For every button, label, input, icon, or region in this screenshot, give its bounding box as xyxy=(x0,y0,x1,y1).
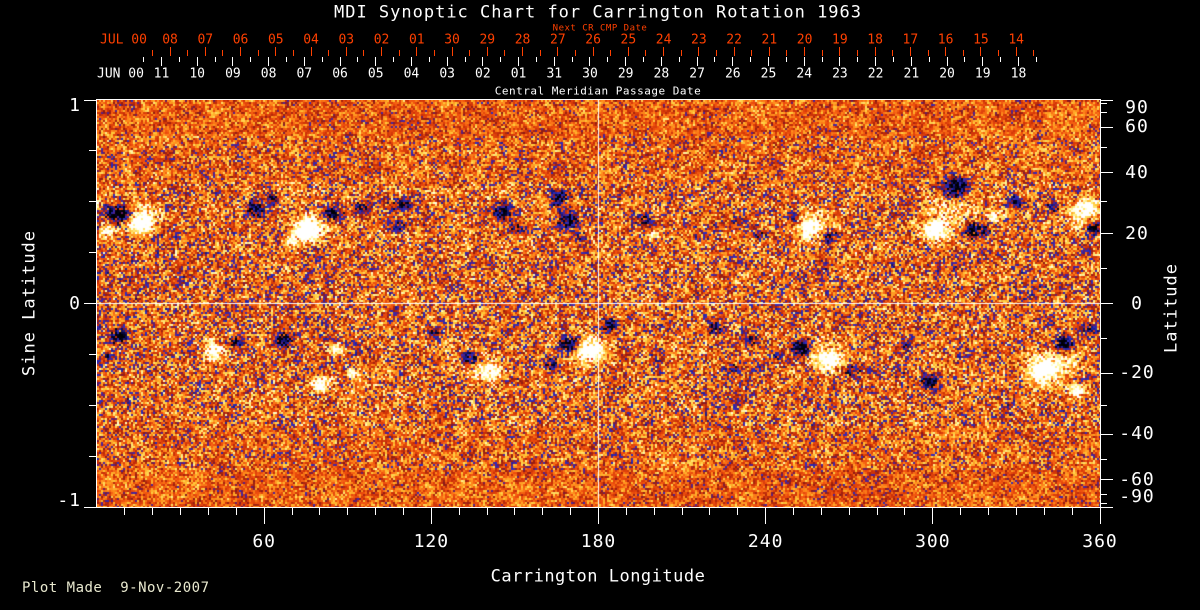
cmp-date-label: 03 xyxy=(439,66,455,82)
cmp-date-label: 07 xyxy=(296,66,313,82)
next-cr-date-label: 27 xyxy=(550,32,566,48)
next-cr-date-label: 19 xyxy=(832,32,848,48)
next-cr-date-label: 21 xyxy=(761,32,778,48)
next-cr-date-label: 15 xyxy=(973,32,989,48)
next-cr-cmp-date-label: Next CR CMP Date xyxy=(552,23,648,34)
cmp-date-label: 18 xyxy=(1010,66,1027,82)
next-cr-date-label: 23 xyxy=(691,32,707,48)
next-cr-date-label: 08 xyxy=(162,32,178,48)
cmp-date-label: 26 xyxy=(724,66,741,82)
longitude-tick-label: 60 xyxy=(252,531,276,552)
sine-latitude-tick-label: 1 xyxy=(69,95,81,116)
next-cr-date-label: 28 xyxy=(514,32,531,48)
longitude-tick-label: 360 xyxy=(1082,531,1118,552)
next-cr-date-label: 03 xyxy=(338,32,355,48)
longitude-tick-label: 300 xyxy=(915,531,951,552)
cmp-date-label: 25 xyxy=(760,66,777,82)
longitude-tick-label: 240 xyxy=(747,531,784,552)
cmp-date-label: 30 xyxy=(582,66,598,82)
latitude-tick-label: 60 xyxy=(1125,116,1149,138)
latitude-tick-label: 40 xyxy=(1125,161,1149,183)
cmp-date-label: 06 xyxy=(332,66,348,82)
chart-title: MDI Synoptic Chart for Carrington Rotati… xyxy=(333,2,863,23)
next-cr-date-label: 18 xyxy=(867,32,883,48)
next-cr-date-label: 29 xyxy=(479,32,496,48)
next-cr-date-label: 01 xyxy=(408,32,425,48)
latitude-tick-label: -40 xyxy=(1119,423,1155,445)
cmp-month-label: JUN 00 xyxy=(97,66,144,82)
latitude-tick-label: 0 xyxy=(1131,292,1143,314)
next-cr-date-label: 24 xyxy=(655,32,672,48)
cmp-date-label: 08 xyxy=(260,66,277,82)
next-cr-date-label: 26 xyxy=(585,32,601,48)
latitude-tick-label: -90 xyxy=(1119,486,1155,507)
carrington-longitude-axis-title: Carrington Longitude xyxy=(490,566,706,587)
next-cr-date-label: 22 xyxy=(726,32,742,48)
next-cr-date-label: 07 xyxy=(197,32,214,48)
cmp-date-label: 22 xyxy=(867,66,884,82)
sine-latitude-axis-title: Sine Latitude xyxy=(19,229,40,377)
cmp-date-label: 02 xyxy=(475,66,491,82)
latitude-tick-label: 20 xyxy=(1125,222,1149,244)
cmp-date-label: 31 xyxy=(546,66,563,82)
next-cr-date-label: 04 xyxy=(303,32,319,48)
cmp-date-label: 11 xyxy=(153,66,170,82)
cmp-date-label: 24 xyxy=(796,66,813,82)
cmp-date-label: 29 xyxy=(617,66,634,82)
cmp-date-label: 23 xyxy=(832,66,848,82)
latitude-tick-label: -20 xyxy=(1119,362,1155,384)
sine-latitude-tick-label: -1 xyxy=(57,490,81,511)
latitude-axis-title: Latitude xyxy=(1161,263,1182,353)
magnetogram-canvas xyxy=(97,100,1100,507)
next-cr-month-label: JUL 00 xyxy=(100,32,147,48)
latitude-tick-label: 90 xyxy=(1125,97,1149,118)
cmp-date-label: 27 xyxy=(689,66,705,82)
cmp-date-label: 19 xyxy=(974,66,991,82)
next-cr-date-label: 20 xyxy=(796,32,813,48)
cmp-date-label: 05 xyxy=(367,66,384,82)
next-cr-date-label: 30 xyxy=(444,32,460,48)
cmp-date-axis-label: Central Meridian Passage Date xyxy=(494,84,702,98)
cmp-date-label: 04 xyxy=(403,66,420,82)
cmp-date-label: 21 xyxy=(903,66,920,82)
latitude-tick-label: -60 xyxy=(1119,468,1155,490)
longitude-tick-label: 120 xyxy=(413,531,450,552)
next-cr-date-label: 02 xyxy=(373,32,390,48)
cmp-date-label: 01 xyxy=(510,66,527,82)
next-cr-date-label: 05 xyxy=(267,32,284,48)
next-cr-date-label: 16 xyxy=(937,32,954,48)
cmp-date-label: 09 xyxy=(225,66,241,82)
next-cr-date-label: 06 xyxy=(232,32,249,48)
cmp-date-label: 20 xyxy=(939,66,955,82)
cmp-date-label: 28 xyxy=(653,66,670,82)
longitude-tick-label: 180 xyxy=(580,531,617,552)
next-cr-date-label: 17 xyxy=(902,32,919,48)
next-cr-date-label: 25 xyxy=(620,32,637,48)
cmp-date-label: 10 xyxy=(189,66,206,82)
plot-made-label: Plot Made 9-Nov-2007 xyxy=(22,580,210,596)
next-cr-date-label: 14 xyxy=(1008,32,1024,48)
sine-latitude-tick-label: 0 xyxy=(69,292,81,314)
